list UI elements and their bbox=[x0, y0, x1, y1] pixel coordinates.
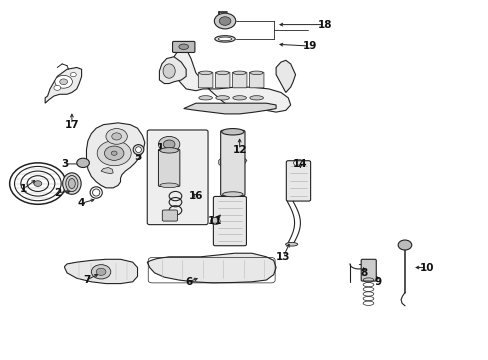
Ellipse shape bbox=[133, 145, 143, 155]
FancyBboxPatch shape bbox=[147, 130, 207, 225]
FancyBboxPatch shape bbox=[286, 161, 310, 201]
Circle shape bbox=[54, 85, 61, 90]
Ellipse shape bbox=[68, 179, 75, 189]
Text: 15: 15 bbox=[157, 143, 171, 153]
Ellipse shape bbox=[62, 173, 81, 194]
Circle shape bbox=[55, 75, 72, 88]
Ellipse shape bbox=[66, 176, 78, 192]
FancyBboxPatch shape bbox=[249, 72, 264, 88]
Ellipse shape bbox=[163, 64, 175, 78]
Ellipse shape bbox=[233, 71, 245, 75]
Ellipse shape bbox=[249, 96, 263, 100]
FancyBboxPatch shape bbox=[162, 210, 177, 221]
Polygon shape bbox=[86, 123, 144, 188]
FancyBboxPatch shape bbox=[149, 132, 205, 223]
Ellipse shape bbox=[135, 147, 141, 153]
Text: 7: 7 bbox=[82, 275, 90, 285]
Ellipse shape bbox=[232, 96, 246, 100]
Circle shape bbox=[397, 240, 411, 250]
Text: 4: 4 bbox=[78, 198, 85, 208]
Text: 2: 2 bbox=[54, 188, 61, 198]
Text: 5: 5 bbox=[134, 152, 141, 162]
Circle shape bbox=[214, 13, 235, 29]
Circle shape bbox=[60, 79, 67, 85]
Text: 1: 1 bbox=[20, 184, 27, 194]
Circle shape bbox=[97, 141, 131, 166]
Ellipse shape bbox=[221, 129, 244, 135]
Text: 12: 12 bbox=[232, 145, 246, 155]
Ellipse shape bbox=[250, 71, 263, 75]
FancyBboxPatch shape bbox=[172, 41, 195, 53]
Circle shape bbox=[163, 140, 175, 149]
Text: 11: 11 bbox=[208, 216, 222, 226]
Polygon shape bbox=[174, 44, 290, 112]
Text: 13: 13 bbox=[276, 252, 290, 262]
Ellipse shape bbox=[160, 183, 178, 188]
Circle shape bbox=[158, 136, 180, 152]
Ellipse shape bbox=[199, 96, 212, 100]
Text: 17: 17 bbox=[64, 120, 79, 130]
Polygon shape bbox=[276, 60, 295, 93]
Polygon shape bbox=[101, 167, 113, 174]
Text: 18: 18 bbox=[317, 19, 331, 30]
Circle shape bbox=[111, 151, 117, 156]
Ellipse shape bbox=[199, 71, 211, 75]
Text: 8: 8 bbox=[359, 268, 366, 278]
Text: 16: 16 bbox=[188, 191, 203, 201]
Ellipse shape bbox=[160, 148, 178, 153]
Ellipse shape bbox=[285, 243, 297, 246]
FancyBboxPatch shape bbox=[361, 259, 375, 281]
Polygon shape bbox=[45, 67, 81, 103]
Text: 19: 19 bbox=[303, 41, 317, 51]
FancyBboxPatch shape bbox=[198, 72, 212, 88]
Text: 9: 9 bbox=[374, 277, 381, 287]
Text: 6: 6 bbox=[184, 277, 192, 287]
Polygon shape bbox=[218, 157, 246, 166]
Circle shape bbox=[91, 265, 111, 279]
Ellipse shape bbox=[179, 44, 188, 49]
Polygon shape bbox=[183, 103, 276, 114]
Ellipse shape bbox=[218, 37, 231, 41]
Polygon shape bbox=[159, 57, 186, 84]
Ellipse shape bbox=[215, 96, 229, 100]
FancyBboxPatch shape bbox=[215, 72, 229, 88]
Circle shape bbox=[34, 181, 41, 186]
FancyBboxPatch shape bbox=[158, 149, 180, 186]
FancyBboxPatch shape bbox=[213, 197, 246, 246]
Ellipse shape bbox=[214, 36, 235, 42]
Circle shape bbox=[219, 17, 230, 25]
Ellipse shape bbox=[216, 71, 228, 75]
Circle shape bbox=[112, 133, 121, 140]
Ellipse shape bbox=[222, 192, 243, 197]
Circle shape bbox=[77, 158, 89, 167]
FancyBboxPatch shape bbox=[232, 72, 246, 88]
Circle shape bbox=[104, 146, 123, 160]
Circle shape bbox=[70, 72, 76, 77]
Polygon shape bbox=[64, 259, 137, 284]
Text: 3: 3 bbox=[61, 159, 68, 169]
Polygon shape bbox=[147, 253, 276, 283]
Circle shape bbox=[96, 268, 106, 275]
Circle shape bbox=[210, 217, 220, 225]
FancyBboxPatch shape bbox=[220, 130, 244, 196]
Circle shape bbox=[106, 129, 127, 144]
Text: 10: 10 bbox=[419, 262, 433, 273]
Text: 14: 14 bbox=[292, 159, 307, 169]
